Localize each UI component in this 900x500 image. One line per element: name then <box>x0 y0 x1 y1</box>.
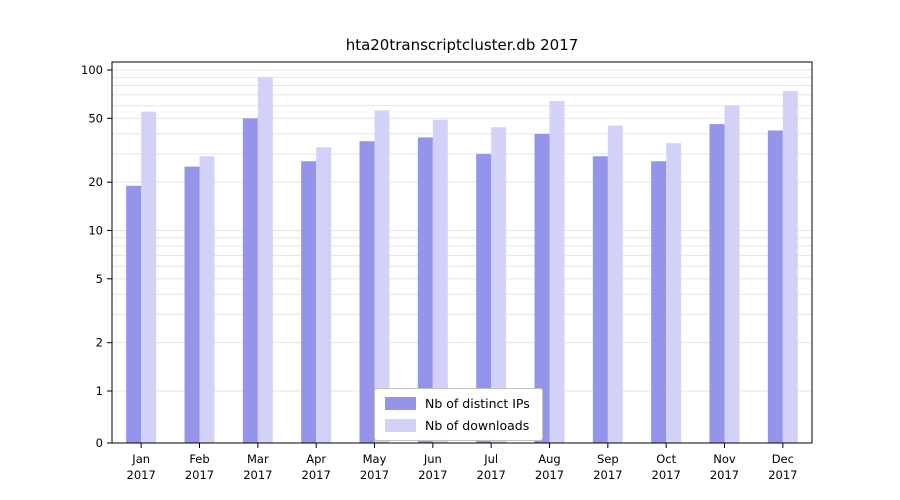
bar-nb-of-distinct-ips-jan <box>126 185 142 443</box>
bar-nb-of-downloads-may <box>374 110 390 443</box>
bar-nb-of-distinct-ips-aug <box>534 133 550 443</box>
legend-label-downloads: Nb of downloads <box>425 418 530 433</box>
bar-nb-of-downloads-jul <box>491 127 507 444</box>
y-tick-label: 100 <box>81 63 103 77</box>
x-tick-label-month: Jul <box>483 452 498 466</box>
bar-nb-of-distinct-ips-jun <box>417 137 433 443</box>
bar-nb-of-distinct-ips-jul <box>476 153 492 443</box>
x-tick-label-year: 2017 <box>185 468 214 482</box>
bar-nb-of-downloads-feb <box>199 156 215 443</box>
y-tick-label: 5 <box>96 272 103 286</box>
x-tick-label-year: 2017 <box>127 468 156 482</box>
bar-nb-of-downloads-apr <box>316 147 332 444</box>
bar-nb-of-downloads-mar <box>257 77 273 443</box>
x-tick-label-year: 2017 <box>360 468 389 482</box>
x-tick-label-year: 2017 <box>243 468 272 482</box>
x-tick-label-year: 2017 <box>710 468 739 482</box>
x-tick-label-month: May <box>363 452 387 466</box>
x-tick-label-year: 2017 <box>477 468 506 482</box>
bar-nb-of-downloads-sep <box>607 125 623 443</box>
x-tick-label-month: Mar <box>247 452 269 466</box>
y-tick-label: 20 <box>88 175 103 189</box>
x-tick-label-month: Apr <box>306 452 326 466</box>
bar-nb-of-downloads-dec <box>782 90 798 443</box>
bar-nb-of-downloads-jan <box>141 111 157 444</box>
bar-nb-of-downloads-oct <box>666 143 682 444</box>
x-tick-label-month: Nov <box>713 452 736 466</box>
bar-nb-of-distinct-ips-apr <box>301 161 317 443</box>
y-tick-label: 50 <box>88 111 103 125</box>
x-tick-label-year: 2017 <box>652 468 681 482</box>
x-tick-label-year: 2017 <box>535 468 564 482</box>
legend-swatch-distinct-ips <box>385 397 416 410</box>
legend-item-downloads: Nb of downloads <box>385 418 530 433</box>
x-tick-label-month: Feb <box>189 452 209 466</box>
y-tick-label: 0 <box>96 436 103 450</box>
bar-nb-of-downloads-nov <box>724 105 740 444</box>
x-tick-label-month: Jun <box>423 452 442 466</box>
bar-nb-of-distinct-ips-sep <box>592 156 608 443</box>
x-tick-label-month: Aug <box>538 452 560 466</box>
bar-nb-of-distinct-ips-oct <box>651 161 667 443</box>
bar-nb-of-downloads-aug <box>549 101 565 443</box>
x-tick-label-month: Dec <box>772 452 794 466</box>
bar-nb-of-distinct-ips-dec <box>767 130 783 443</box>
x-tick-label-month: Jan <box>131 452 150 466</box>
x-tick-label-year: 2017 <box>302 468 331 482</box>
y-tick-label: 1 <box>96 384 103 398</box>
bar-nb-of-downloads-jun <box>432 119 448 444</box>
legend-item-distinct-ips: Nb of distinct IPs <box>385 396 530 411</box>
y-tick-label: 2 <box>96 336 103 350</box>
bar-nb-of-distinct-ips-feb <box>184 166 200 444</box>
bar-nb-of-distinct-ips-may <box>359 141 375 444</box>
x-tick-label-year: 2017 <box>768 468 797 482</box>
x-tick-label-year: 2017 <box>593 468 622 482</box>
legend-swatch-downloads <box>385 419 416 432</box>
chart-title: hta20transcriptcluster.db 2017 <box>345 36 579 54</box>
x-tick-label-year: 2017 <box>418 468 447 482</box>
x-tick-label-month: Sep <box>597 452 619 466</box>
legend-label-distinct-ips: Nb of distinct IPs <box>425 396 530 411</box>
y-tick-label: 10 <box>88 224 103 238</box>
legend: Nb of distinct IPs Nb of downloads <box>374 388 543 441</box>
plot-border <box>111 61 813 444</box>
bar-nb-of-distinct-ips-mar <box>242 118 258 444</box>
x-tick-label-month: Oct <box>656 452 676 466</box>
bar-nb-of-distinct-ips-nov <box>709 124 725 443</box>
